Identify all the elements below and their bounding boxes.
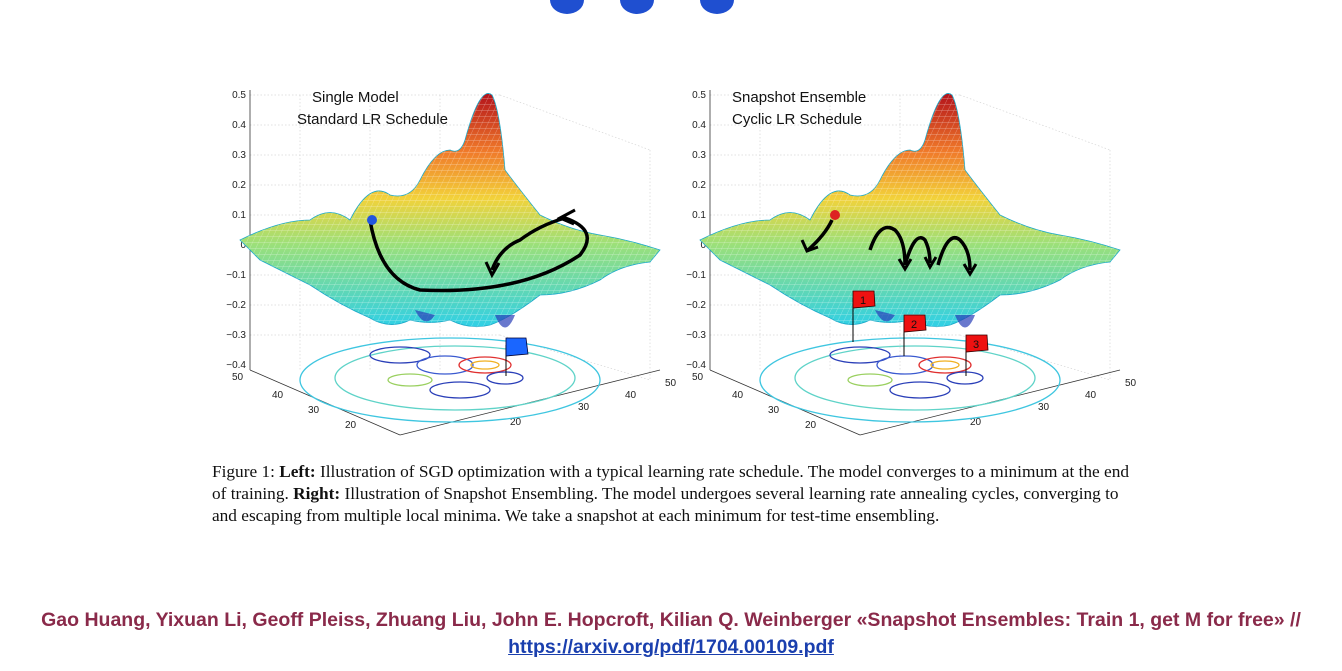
z-tick: −0.2 xyxy=(226,300,246,311)
x-tick: 40 xyxy=(272,390,284,401)
z-tick: −0.4 xyxy=(686,360,706,371)
start-point-marker xyxy=(830,210,840,220)
header-glyph xyxy=(700,0,734,14)
x-tick: 50 xyxy=(692,372,704,383)
snapshot-flag-3-icon xyxy=(965,334,989,353)
y-tick: 20 xyxy=(510,417,522,428)
contour-plot xyxy=(759,337,1061,423)
y-tick: 50 xyxy=(1125,378,1137,389)
x-tick: 20 xyxy=(345,420,357,431)
x-tick: 40 xyxy=(732,390,744,401)
y-tick: 50 xyxy=(665,378,677,389)
z-tick: 0.3 xyxy=(692,150,706,161)
z-tick: 0.5 xyxy=(232,90,246,101)
panel-title: Single Model xyxy=(312,89,399,106)
paper-citation: Gao Huang, Yixuan Li, Geoff Pleiss, Zhua… xyxy=(0,607,1342,661)
right-surface-plot: 0.5 0.4 0.3 0.2 0.1 0 −0.1 −0.2 −0.3 −0.… xyxy=(680,80,1140,440)
snapshot-flag-2-icon xyxy=(903,314,927,333)
panel-title: Snapshot Ensemble xyxy=(732,89,866,106)
y-tick: 20 xyxy=(970,417,982,428)
z-tick: −0.1 xyxy=(686,270,706,281)
z-tick: 0.3 xyxy=(232,150,246,161)
top-header-fragment xyxy=(520,0,820,20)
x-tick: 30 xyxy=(308,405,320,416)
header-glyph xyxy=(620,0,654,14)
trajectory-arrowhead xyxy=(556,208,576,226)
caption-text-left: Illustration of SGD optimization with a … xyxy=(212,462,1129,503)
y-tick: 30 xyxy=(578,402,590,413)
z-tick: 0 xyxy=(700,240,706,251)
start-point-marker xyxy=(367,215,377,225)
z-tick: 0.4 xyxy=(692,120,706,131)
z-tick: −0.3 xyxy=(226,330,246,341)
flag-label: 2 xyxy=(911,319,917,331)
x-tick: 50 xyxy=(232,372,244,383)
loss-surface xyxy=(699,93,1121,328)
flag-label: 3 xyxy=(973,339,979,351)
x-tick: 20 xyxy=(805,420,817,431)
z-tick: 0.5 xyxy=(692,90,706,101)
z-tick: 0 xyxy=(240,240,246,251)
sgd-trajectory xyxy=(368,216,590,293)
z-tick: −0.1 xyxy=(226,270,246,281)
snapshot-flag-1-icon xyxy=(852,290,876,309)
cyclic-trajectory xyxy=(806,219,972,271)
citation-authors-title: Gao Huang, Yixuan Li, Geoff Pleiss, Zhua… xyxy=(41,609,1301,631)
z-tick: −0.4 xyxy=(226,360,246,371)
snapshot-flag-icon xyxy=(505,337,529,357)
contour-plot xyxy=(299,337,601,423)
z-tick: 0.4 xyxy=(232,120,246,131)
flag-label: 1 xyxy=(860,295,866,307)
z-tick: 0.1 xyxy=(692,210,706,221)
panel-subtitle: Standard LR Schedule xyxy=(297,111,448,128)
z-tick: 0.1 xyxy=(232,210,246,221)
z-tick: −0.2 xyxy=(686,300,706,311)
caption-text-right: Illustration of Snapshot Ensembling. The… xyxy=(212,484,1119,525)
caption-right-label: Right: xyxy=(293,484,341,503)
z-tick: −0.3 xyxy=(686,330,706,341)
left-surface-plot: 0.5 0.4 0.3 0.2 0.1 0 −0.1 −0.2 −0.3 −0.… xyxy=(220,80,680,440)
z-tick: 0.2 xyxy=(232,180,246,191)
panel-subtitle: Cyclic LR Schedule xyxy=(732,111,862,128)
z-tick: 0.2 xyxy=(692,180,706,191)
y-tick: 40 xyxy=(625,390,637,401)
caption-left-label: Left: xyxy=(279,462,316,481)
header-glyph xyxy=(550,0,584,14)
citation-link[interactable]: https://arxiv.org/pdf/1704.00109.pdf xyxy=(508,636,834,658)
trajectory-arrowhead xyxy=(484,261,501,279)
y-tick: 30 xyxy=(1038,402,1050,413)
trajectory-arrowheads xyxy=(800,239,978,277)
figure-caption: Figure 1: Left: Illustration of SGD opti… xyxy=(212,461,1142,527)
loss-surface xyxy=(239,93,661,328)
y-tick: 40 xyxy=(1085,390,1097,401)
x-tick: 30 xyxy=(768,405,780,416)
caption-prefix: Figure 1: xyxy=(212,462,280,481)
